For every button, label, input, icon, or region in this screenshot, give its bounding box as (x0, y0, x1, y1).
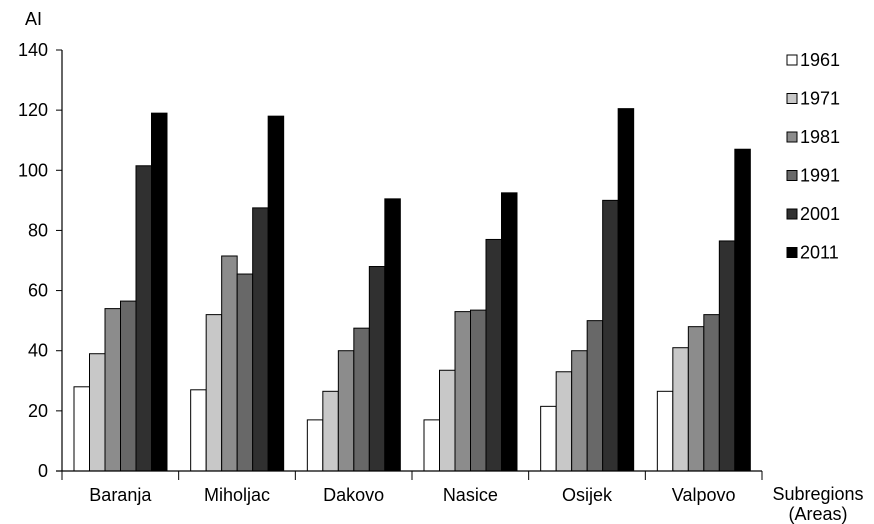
bar-2011-nasice (501, 192, 518, 472)
y-tick-label: 120 (18, 100, 48, 120)
y-axis-ticks: 0 20 40 60 80 100 120 140 (18, 40, 62, 481)
y-tick-label: 80 (28, 220, 48, 240)
legend-label-2011: 2011 (800, 243, 839, 263)
x-tick-label-osijek: Osijek (562, 485, 613, 505)
y-tick-label: 100 (18, 160, 48, 180)
bar-1961-nasice (423, 419, 440, 472)
bar-1981-baranja (104, 308, 121, 472)
legend-label-1991: 1991 (800, 166, 840, 186)
legend-swatch-1991 (786, 170, 798, 181)
legend-label-1971: 1971 (800, 89, 840, 109)
bar-1991-nasice (470, 309, 487, 472)
legend-swatch-1961 (786, 54, 798, 66)
bar-2001-miholjac (252, 207, 269, 472)
x-tick-label-dakovo: Dakovo (323, 485, 384, 505)
bar-1971-nasice (439, 369, 456, 472)
x-tick-label-valpovo: Valpovo (672, 485, 736, 505)
bar-1991-dakovo (353, 327, 370, 472)
legend-swatch-1971 (786, 93, 798, 104)
bar-1961-baranja (73, 386, 90, 472)
legend-label-1961: 1961 (800, 50, 840, 70)
legend-swatch-1981 (786, 131, 798, 143)
bar-2011-osijek (617, 108, 635, 472)
y-tick-label: 20 (28, 401, 48, 421)
bar-2011-valpovo (734, 148, 751, 472)
y-tick-label: 140 (18, 40, 48, 60)
legend-swatch-2001 (786, 208, 798, 220)
bar-1981-nasice (454, 311, 471, 472)
bar-1961-dakovo (306, 419, 324, 472)
bar-1991-valpovo (703, 314, 720, 472)
y-tick-label: 40 (28, 341, 48, 361)
bar-1961-miholjac (190, 389, 207, 472)
bar-2001-osijek (602, 199, 619, 472)
y-tick-label: 60 (28, 281, 48, 301)
bar-1961-valpovo (656, 390, 674, 472)
bar-1971-valpovo (672, 347, 689, 472)
x-tick-label-baranja: Baranja (89, 485, 152, 505)
bar-2001-dakovo (368, 266, 386, 472)
y-axis-label: AI (25, 9, 42, 29)
bar-1981-valpovo (687, 326, 705, 472)
bar-1981-osijek (571, 350, 588, 472)
bar-1991-miholjac (236, 273, 254, 472)
x-tick-label-nasice: Nasice (443, 485, 498, 505)
legend-label-2001: 2001 (800, 204, 840, 224)
bar-1971-baranja (89, 353, 106, 472)
legend: 1961 1971 1981 1991 2001 2011 (786, 50, 840, 263)
bar-1971-osijek (555, 371, 573, 472)
bar-2011-miholjac (267, 115, 285, 472)
bar-2001-valpovo (718, 240, 736, 472)
bar-2001-nasice (485, 238, 502, 472)
bar-1981-miholjac (221, 255, 238, 472)
bar-2011-dakovo (384, 198, 401, 472)
bar-2001-baranja (135, 165, 152, 472)
bar-1961-osijek (540, 405, 557, 472)
bar-1991-osijek (586, 320, 604, 472)
axes (56, 50, 762, 472)
legend-label-1981: 1981 (800, 127, 840, 147)
bar-2011-baranja (151, 112, 168, 472)
bars (73, 108, 751, 472)
bar-1971-dakovo (322, 390, 339, 472)
bar-1991-baranja (120, 300, 137, 472)
bar-1971-miholjac (205, 314, 223, 472)
x-axis-ticks: Baranja Miholjac Dakovo Nasice Osijek Valpovo (61, 471, 763, 505)
x-axis-label-line1: Subregions (772, 484, 863, 504)
x-axis-label-line2: (Areas) (788, 504, 847, 524)
legend-swatch-2011 (786, 247, 798, 258)
y-tick-label: 0 (38, 461, 48, 481)
bar-1981-dakovo (337, 350, 355, 472)
x-tick-label-miholjac: Miholjac (204, 485, 270, 505)
